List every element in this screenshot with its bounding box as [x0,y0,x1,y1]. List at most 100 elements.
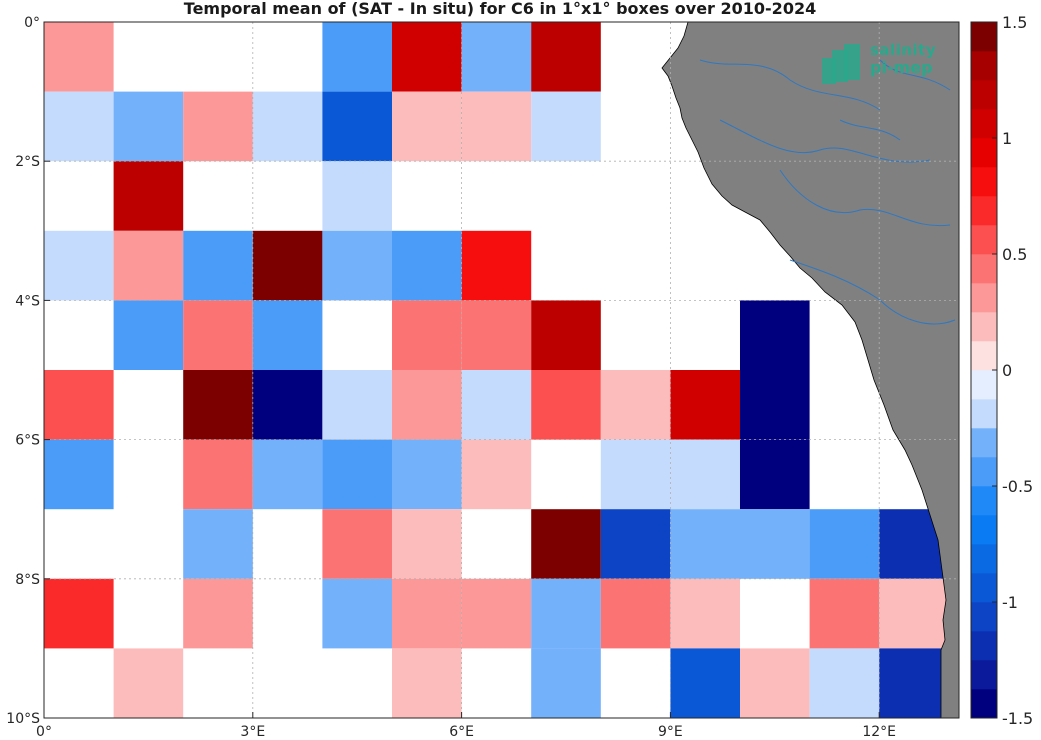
x-tick-label: 0° [36,724,52,740]
heatmap-cell [670,370,740,440]
heatmap-cell [600,578,671,649]
colorbar-segment [971,167,997,197]
colorbar-segment [971,80,997,110]
heatmap-cell [531,648,601,718]
heatmap-cell [461,578,532,649]
y-axis: 0° 2°S 4°S 6°S 8°S 10°S [6,15,50,727]
y-tick-label: 4°S [15,293,40,309]
colorbar-segment [971,109,997,139]
land-africa-coast [661,21,960,719]
heatmap-cell [392,648,462,718]
colorbar-segment [971,428,997,458]
heatmap-cell [740,300,810,370]
colorbar-segment [971,370,997,400]
heatmap-cell [322,91,392,162]
heatmap-cell [600,370,671,440]
colorbar-tick-label: 1.5 [1002,13,1027,32]
heatmap-cell [600,509,671,579]
heatmap-cell [531,509,601,579]
heatmap-cell [44,370,114,440]
heatmap-cell [392,370,462,440]
colorbar-segment [971,341,997,371]
heatmap-cell [531,370,601,440]
heatmap-cell [531,300,601,370]
heatmap-cell [809,509,880,579]
heatmap-cell [392,509,462,579]
heatmap-cell [740,439,810,510]
heatmap-cell [392,22,462,92]
heatmap-cell [531,22,601,92]
heatmap-cell [461,370,532,440]
heatmap-cell [740,370,810,440]
heatmap-cell [461,300,532,370]
heatmap-cell [322,230,392,301]
heatmap-cell [531,91,601,162]
plot-frame [43,21,960,719]
heatmap-cell [183,578,253,649]
y-tick-label: 6°S [15,433,40,449]
logo-text-pi-mep: pi-mep [870,58,933,77]
colorbar-segment [971,544,997,574]
colorbar-tick-label: 1 [1002,129,1012,148]
heatmap-cell [392,578,462,649]
heatmap-cell [740,648,810,718]
heatmap-cell [322,161,392,231]
heatmap-cell [113,161,184,231]
heatmap-cell [322,22,392,92]
heatmap-cell [183,509,253,579]
chart-title: Temporal mean of (SAT - In situ) for C6 … [183,0,817,18]
heatmap-cell [44,230,114,301]
heatmap-cell [113,648,184,718]
heatmap-cell [740,509,810,579]
colorbar-segment [971,312,997,342]
logo-text-salinity: salinity [870,41,937,59]
heatmap-cell [461,22,532,92]
colorbar-segment [971,457,997,487]
heatmap-cell [809,648,880,718]
colorbar-segment [971,196,997,226]
x-tick-label: 6°E [449,724,474,740]
y-tick-label: 2°S [15,154,40,170]
heatmap-cell [322,509,392,579]
heatmap-cell [670,648,740,718]
heatmap-cell [392,439,462,510]
heatmap-cell [44,578,114,649]
colorbar-segment [971,254,997,284]
heatmap-cell [252,370,323,440]
y-tick-label: 8°S [15,572,40,588]
y-tick-label: 0° [24,15,40,31]
colorbar-segment [971,225,997,255]
heatmap-cell [461,230,532,301]
heatmap-cell [183,300,253,370]
logo-mark-icon [822,44,862,86]
colorbar: 1.5 1 0.5 0 -0.5 -1 -1.5 [970,13,1033,728]
heatmap-cell [113,300,184,370]
heatmap-cell [670,578,740,649]
colorbar-segment [971,51,997,81]
heatmap-cell [44,22,114,92]
colorbar-segment [971,138,997,168]
heatmap-cell [44,439,114,510]
heatmap-cell [252,230,323,301]
colorbar-tick-label: -0.5 [1002,477,1033,496]
heatmap-cell [113,230,184,301]
colorbar-tick-label: 0.5 [1002,245,1027,264]
colorbar-tick-label: -1 [1002,593,1018,612]
heatmap-cell [670,509,740,579]
colorbar-segment [971,399,997,429]
heatmap-cell [252,439,323,510]
x-tick-label: 12°E [862,724,896,740]
heatmap-cells [44,22,949,718]
x-tick-label: 3°E [240,724,265,740]
colorbar-segment [971,515,997,545]
heatmap-cell [392,230,462,301]
heatmap-cell [322,370,392,440]
heatmap-cell [183,230,253,301]
heatmap-cell [809,578,880,649]
heatmap-cell [252,300,323,370]
heatmap-cell [879,578,949,649]
heatmap-cell [44,91,114,162]
colorbar-tick-label: 0 [1002,361,1012,380]
x-tick-label: 9°E [658,724,683,740]
grid-lines [44,22,959,718]
